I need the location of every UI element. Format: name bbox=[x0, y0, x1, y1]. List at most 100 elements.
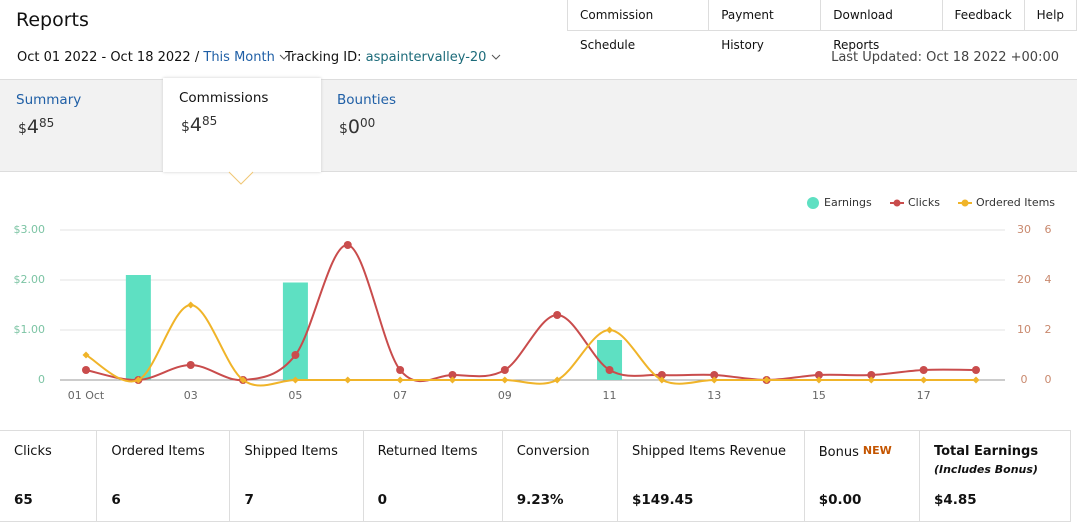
badge: NEW bbox=[862, 444, 892, 457]
stat-cell: Shipped Items 7 bbox=[229, 431, 362, 521]
stat-label: Ordered Items bbox=[111, 444, 204, 459]
point bbox=[291, 351, 300, 359]
stat-value: 9.23% bbox=[516, 492, 564, 508]
stat-label: Shipped Items Revenue bbox=[632, 444, 786, 459]
point bbox=[396, 366, 405, 374]
y2-tick-label: 30 bbox=[1017, 223, 1031, 236]
currency: $ bbox=[18, 121, 27, 137]
fraction: 00 bbox=[360, 116, 376, 130]
page-title: Reports bbox=[16, 9, 89, 31]
chevron bbox=[279, 54, 289, 60]
legend-swatch bbox=[961, 199, 969, 207]
point bbox=[710, 376, 718, 384]
tab-label: Bounties bbox=[337, 92, 397, 108]
point bbox=[343, 241, 352, 249]
nav-link[interactable]: Help bbox=[1023, 0, 1076, 30]
point bbox=[553, 311, 562, 319]
stat-label-text: Shipped Items bbox=[244, 444, 338, 459]
point bbox=[186, 361, 195, 369]
legend-label: Ordered Items bbox=[976, 196, 1055, 209]
separator: / bbox=[194, 50, 200, 65]
chevron bbox=[491, 54, 500, 60]
tab-amount: $485 bbox=[181, 114, 217, 136]
x-tick-label: 17 bbox=[917, 389, 931, 402]
tab-label: Summary bbox=[16, 92, 82, 108]
stat-label: Shipped Items bbox=[244, 444, 337, 459]
stat-note: (Includes Bonus) bbox=[933, 463, 1038, 476]
stat-label: Returned Items bbox=[378, 444, 478, 459]
stats-row: Clicks 65 Ordered Items 6 Shipped Items 7 Retu… bbox=[0, 430, 1071, 522]
point bbox=[82, 366, 90, 374]
nav-link[interactable]: Payment History bbox=[708, 0, 820, 52]
y3-tick-label: 2 bbox=[1045, 323, 1052, 336]
stat-value: $4.85 bbox=[933, 492, 977, 508]
legend-swatch bbox=[893, 199, 901, 207]
tracking-label: Tracking ID: bbox=[285, 50, 362, 65]
stat-label-text: Clicks bbox=[14, 444, 52, 459]
stat-cell: Returned Items 0 bbox=[362, 431, 502, 521]
stat-value: $149.45 bbox=[631, 492, 694, 508]
legend-label: Earnings bbox=[824, 196, 872, 209]
stat-label: Clicks bbox=[14, 444, 52, 459]
point bbox=[658, 376, 666, 384]
tracking-filter[interactable]: Tracking ID: aspaintervalley-20 bbox=[285, 50, 501, 65]
stat-label: Bonus NEW bbox=[819, 444, 892, 460]
date-filter[interactable]: Oct 01 2022 - Oct 18 2022 / This Month bbox=[17, 50, 289, 65]
point bbox=[657, 371, 666, 379]
y3-tick-label: 0 bbox=[1045, 373, 1052, 386]
x-tick-label: 01 Oct bbox=[68, 389, 105, 402]
whole: 4 bbox=[189, 114, 203, 136]
nav-link[interactable]: Feedback bbox=[941, 0, 1024, 30]
series-line bbox=[85, 244, 977, 383]
point bbox=[239, 376, 247, 384]
x-tick-label: 13 bbox=[707, 389, 721, 402]
stat-value: 6 bbox=[111, 492, 121, 508]
tab[interactable]: Commissions $485 bbox=[163, 78, 321, 172]
point bbox=[710, 371, 719, 379]
stat-cell: Shipped Items Revenue $149.45 bbox=[616, 431, 804, 521]
point bbox=[291, 376, 299, 384]
stat-cell: Conversion 9.23% bbox=[501, 431, 617, 521]
point bbox=[553, 376, 561, 384]
point bbox=[919, 366, 928, 374]
stat-label-text: Conversion bbox=[516, 444, 590, 459]
point bbox=[972, 366, 980, 374]
nav-link[interactable]: Download Reports bbox=[820, 0, 941, 52]
legend-label: Clicks bbox=[908, 196, 940, 209]
fraction: 85 bbox=[202, 114, 218, 128]
tab[interactable]: Bounties $000 bbox=[321, 80, 479, 170]
y-tick-label: $2.00 bbox=[14, 273, 46, 286]
point bbox=[867, 371, 876, 379]
x-tick-label: 09 bbox=[498, 389, 512, 402]
point bbox=[815, 376, 823, 384]
tab[interactable]: Summary $485 bbox=[0, 80, 158, 170]
nav-link[interactable]: Commission Schedule bbox=[580, 8, 654, 52]
y2-tick-label: 0 bbox=[1021, 373, 1028, 386]
y3-tick-label: 4 bbox=[1045, 273, 1052, 286]
top-nav: Commission Schedule Payment History Downlo… bbox=[567, 0, 1077, 52]
stat-label-text: Total Earnings bbox=[933, 444, 1039, 459]
stat-cell: Clicks 65 bbox=[0, 431, 96, 521]
stat-value: 7 bbox=[244, 492, 254, 508]
point bbox=[500, 366, 509, 374]
tab-label: Commissions bbox=[179, 90, 269, 106]
y-tick-label: $3.00 bbox=[14, 223, 46, 236]
point bbox=[920, 376, 928, 384]
stat-value: $0.00 bbox=[818, 492, 862, 508]
point bbox=[972, 376, 980, 384]
point bbox=[82, 351, 90, 359]
point bbox=[187, 301, 195, 309]
y-tick-label: $1.00 bbox=[14, 323, 46, 336]
tab-amount: $485 bbox=[18, 116, 54, 138]
x-tick-label: 11 bbox=[603, 389, 617, 402]
stat-label-text: Returned Items bbox=[377, 444, 478, 459]
stat-label: Conversion bbox=[517, 444, 590, 459]
tracking-id: aspaintervalley-20 bbox=[365, 50, 487, 65]
tab-pointer bbox=[228, 171, 254, 185]
chart: 0 $1.00 $2.00 $3.00 0 10 20 30 0 2 4 6 01 Oct 03 05 07 0… bbox=[14, 171, 1055, 402]
point bbox=[448, 371, 457, 379]
date-range: Oct 01 2022 - Oct 18 2022 bbox=[17, 50, 191, 65]
last-updated: Last Updated: Oct 18 2022 +00:00 bbox=[831, 50, 1059, 65]
period: This Month bbox=[203, 50, 275, 65]
y2-tick-label: 10 bbox=[1017, 323, 1031, 336]
